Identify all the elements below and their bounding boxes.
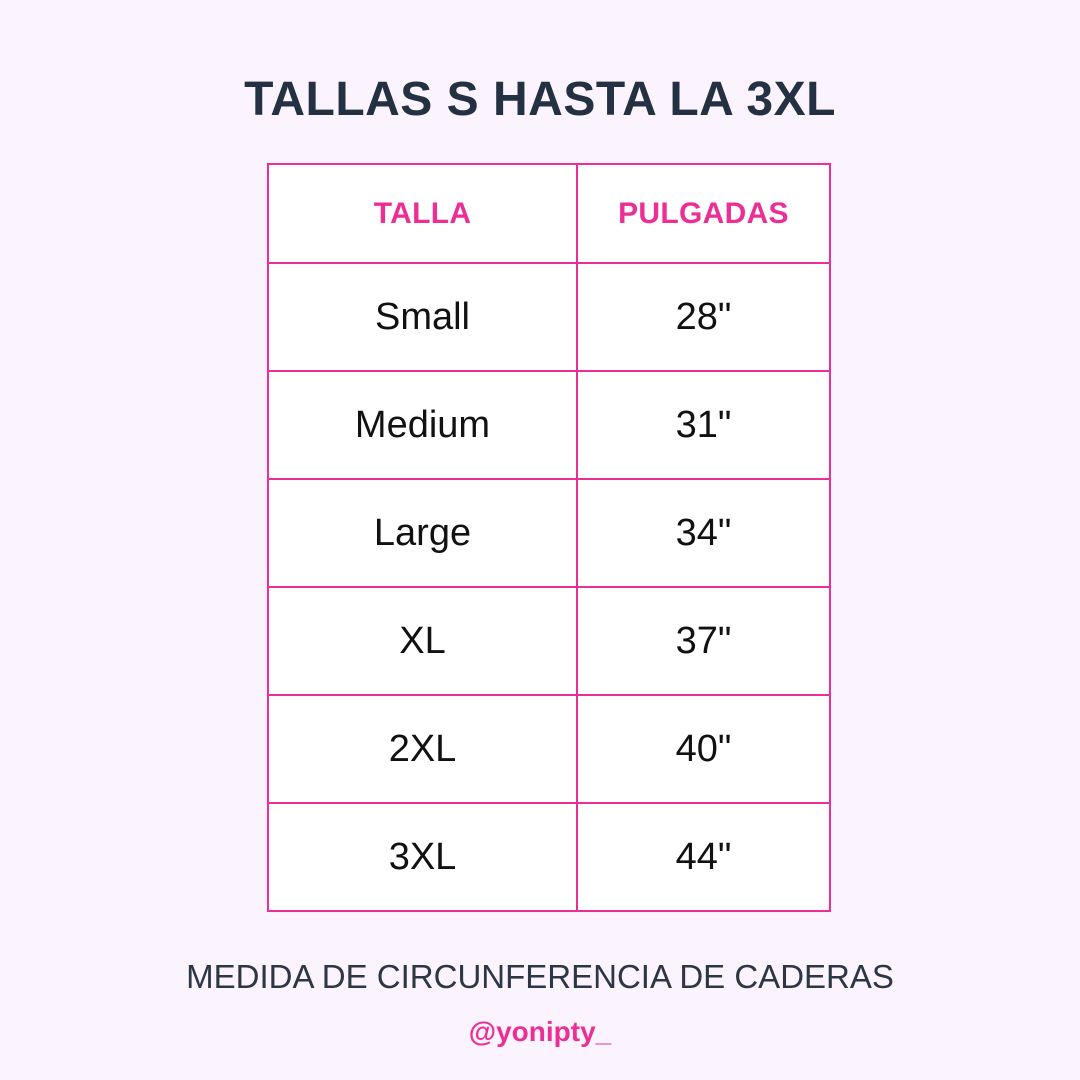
column-header-pulgadas: PULGADAS [576, 163, 831, 264]
inches-cell: 44" [576, 802, 831, 912]
inches-cell: 40" [576, 694, 831, 804]
social-handle: @yonipty_ [468, 1016, 612, 1047]
size-cell: 2XL [267, 694, 578, 804]
size-cell: Large [267, 478, 578, 588]
table-row: Medium 31" [267, 370, 831, 480]
table-row: Large 34" [267, 478, 831, 588]
inches-cell: 34" [576, 478, 831, 588]
size-table: TALLA PULGADAS Small 28" Medium 31" Larg… [267, 163, 831, 912]
inches-cell: 31" [576, 370, 831, 480]
table-row: 2XL 40" [267, 694, 831, 804]
measurement-caption: MEDIDA DE CIRCUNFERENCIA DE CADERAS [186, 958, 894, 995]
size-cell: 3XL [267, 802, 578, 912]
table-header-row: TALLA PULGADAS [267, 163, 831, 264]
table-row: 3XL 44" [267, 802, 831, 912]
page-title: TALLAS S HASTA LA 3XL [244, 73, 836, 126]
size-cell: Small [267, 262, 578, 372]
table-row: Small 28" [267, 262, 831, 372]
inches-cell: 28" [576, 262, 831, 372]
size-cell: Medium [267, 370, 578, 480]
inches-cell: 37" [576, 586, 831, 696]
size-cell: XL [267, 586, 578, 696]
table-row: XL 37" [267, 586, 831, 696]
column-header-talla: TALLA [267, 163, 578, 264]
